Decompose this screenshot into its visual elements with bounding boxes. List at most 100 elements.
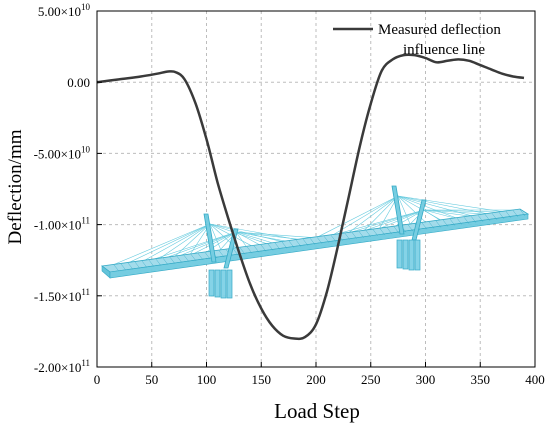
- bridge-deck-hatch: [491, 213, 498, 220]
- bridge-deck-hatch: [435, 220, 442, 228]
- bridge-deck-hatch: [456, 217, 463, 225]
- y-axis-title: Deflection/mm: [5, 129, 26, 244]
- bridge-deck-hatch: [288, 240, 295, 248]
- x-tick-label: 0: [94, 372, 101, 387]
- x-tick-label: 150: [252, 372, 272, 387]
- bridge-deck-hatch: [176, 256, 183, 263]
- bridge-deck-hatch: [232, 248, 239, 256]
- bridge-cable: [423, 209, 505, 213]
- series-line-measured-deflection: [96, 53, 525, 341]
- bridge-illustration: [100, 185, 530, 299]
- bridge-deck-hatch: [246, 246, 253, 254]
- bridge-deck-hatch: [239, 247, 246, 255]
- bridge-cable: [235, 231, 317, 239]
- x-tick-labels: 0 50 100 150 200 250 300 350 400: [94, 372, 545, 387]
- bridge-deck-hatch: [316, 237, 323, 244]
- bridge-deck-hatch: [519, 209, 526, 217]
- legend: Measured deflection influence line: [333, 22, 501, 58]
- bridge-cable: [177, 231, 237, 257]
- bridge-deck-hatch: [204, 252, 211, 260]
- bridge-cable: [235, 231, 261, 246]
- bridge-cable: [209, 223, 301, 241]
- bridge-deck-hatch: [372, 229, 379, 237]
- bridge-cable: [361, 209, 425, 232]
- bridge-cable: [329, 209, 425, 237]
- bridge-deck-hatch: [267, 243, 274, 251]
- ticks: [96, 10, 536, 368]
- bridge-deck-hatch: [379, 228, 386, 236]
- bridge-cable: [126, 223, 211, 264]
- y-tick-label: -5.00×1010: [34, 144, 91, 161]
- bridge-deck-hatch: [323, 236, 330, 243]
- bridge-deck-hatch: [281, 241, 288, 249]
- bridge-cable: [423, 209, 457, 219]
- bridge-deck-hatch: [309, 238, 316, 245]
- bridge-deck-hatch: [302, 238, 309, 246]
- bridge-deck-hatch: [141, 260, 148, 268]
- y-tick-label: -2.00×1011: [34, 358, 90, 375]
- bridge-cable: [397, 195, 506, 213]
- bridge-cable: [397, 195, 458, 219]
- bridge-cable: [235, 231, 303, 241]
- bridge-cable: [235, 231, 248, 248]
- bridge-deck-hatch: [463, 217, 470, 224]
- bridge-deck-hatch: [148, 259, 155, 267]
- bridge-deck-hatch: [134, 261, 141, 269]
- y-tick-label: -1.00×1011: [34, 216, 90, 233]
- bridge-cable: [347, 195, 399, 234]
- bridge-deck-hatch: [470, 216, 477, 223]
- x-tick-label: 350: [471, 372, 491, 387]
- x-tick-label: 200: [306, 372, 326, 387]
- bridge-deck-hatch: [498, 212, 505, 219]
- bridge-cable: [173, 223, 211, 258]
- bridge-deck-hatch: [386, 227, 393, 235]
- legend-label-line2: influence line: [403, 42, 485, 58]
- bridge-cable: [110, 223, 211, 267]
- bridge-deck-hatch: [183, 255, 190, 262]
- bridge-deck-hatch: [295, 239, 302, 247]
- series-layer: [96, 53, 525, 341]
- bridge-cable: [345, 209, 425, 235]
- bridge-deck-top: [100, 208, 530, 273]
- bridge-cable: [423, 209, 489, 215]
- bridge-cable: [363, 195, 399, 232]
- bridge-cable: [397, 195, 474, 217]
- bridge-deck-front: [109, 213, 529, 279]
- x-tick-label: 300: [416, 372, 436, 387]
- bridge-cable: [423, 209, 441, 222]
- bridge-deck-hatch: [169, 257, 176, 264]
- bridge-cable: [235, 231, 289, 242]
- y-tick-label: 0.00: [67, 75, 90, 90]
- bridge-cable: [191, 231, 237, 256]
- legend-label-line1: Measured deflection: [378, 22, 501, 38]
- bridge-cable: [149, 231, 237, 261]
- bridge-deck-hatch: [512, 210, 519, 218]
- bridge-deck-hatch: [421, 222, 428, 230]
- bridge-deck-hatch: [120, 263, 127, 271]
- bridge-right-piers: [396, 239, 421, 271]
- bridge-deck-hatch: [505, 211, 512, 219]
- bridge-left-piers: [208, 269, 233, 299]
- bridge-deck-hatch: [477, 215, 484, 222]
- bridge-deck-hatch: [330, 235, 337, 242]
- bridge-deck-hatch: [449, 218, 456, 226]
- bridge-right-tower-a: [391, 185, 405, 235]
- bridge-cable: [142, 223, 211, 262]
- y-tick-label: -1.50×1011: [34, 287, 90, 304]
- bridge-deck-hatch: [253, 245, 260, 253]
- bridge-cable: [423, 209, 473, 217]
- x-tick-label: 400: [525, 372, 545, 387]
- x-tick-label: 250: [361, 372, 381, 387]
- bridge-deck-hatch: [218, 250, 225, 258]
- bridge-cable: [315, 195, 399, 239]
- x-tick-label: 100: [197, 372, 217, 387]
- bridge-deck-hatch: [113, 264, 120, 272]
- bridge-cable: [397, 195, 411, 226]
- bridge-cable: [209, 223, 222, 251]
- bridge-deck-hatch: [274, 242, 281, 250]
- bridge-left-tower-a: [203, 213, 217, 263]
- x-axis-title: Load Step: [274, 399, 360, 423]
- bridge-deck-hatch: [358, 231, 365, 239]
- y-tick-label: 5.00×1010: [38, 2, 91, 19]
